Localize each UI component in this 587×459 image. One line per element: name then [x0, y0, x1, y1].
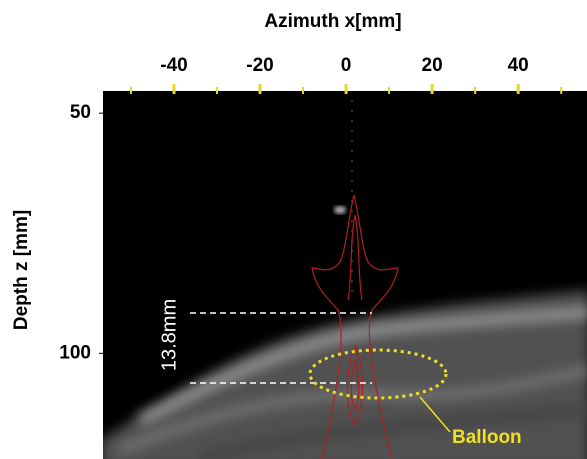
- x-tick-label: 20: [422, 55, 443, 76]
- x-tick-label: -40: [160, 55, 187, 76]
- x-tick-label: 40: [508, 55, 529, 76]
- y-tick-label: 100: [59, 342, 91, 363]
- x-tick-label: -20: [246, 55, 273, 76]
- x-tick-label: 0: [341, 55, 352, 76]
- chart: 13.8mm Balloon Azimuth x[mm] Depth z [mm…: [0, 0, 587, 459]
- ultrasound-image: 13.8mm Balloon: [100, 92, 587, 459]
- y-tick-label: 50: [70, 102, 91, 123]
- page: 13.8mm Balloon Azimuth x[mm] Depth z [mm…: [0, 0, 587, 459]
- x-axis-label: Azimuth x[mm]: [264, 11, 401, 32]
- annotation: Balloon: [452, 427, 522, 448]
- y-axis-label: Depth z [mm]: [11, 210, 32, 330]
- annotation: 13.8mm: [158, 299, 180, 371]
